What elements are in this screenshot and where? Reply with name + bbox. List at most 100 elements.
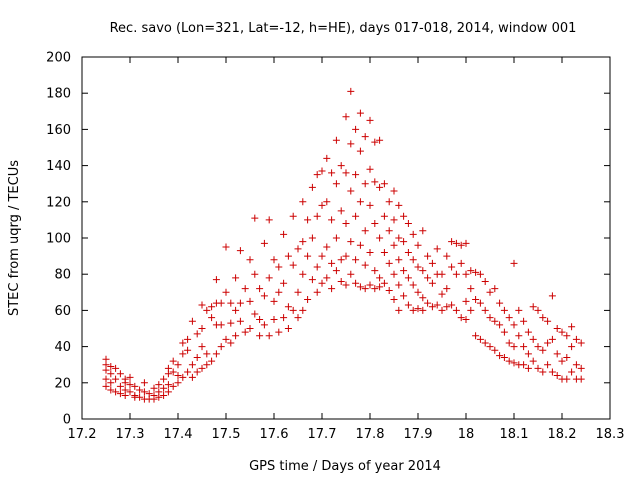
- data-point-marker: [371, 138, 379, 146]
- data-point-marker: [505, 339, 513, 347]
- data-point-marker: [116, 370, 124, 378]
- data-point-marker: [452, 270, 460, 278]
- data-point-marker: [366, 281, 374, 289]
- data-point-marker: [400, 212, 408, 220]
- data-point-marker: [385, 227, 393, 235]
- data-point-marker: [236, 247, 244, 255]
- data-point-marker: [452, 239, 460, 247]
- data-point-marker: [102, 375, 110, 383]
- data-point-marker: [222, 243, 230, 251]
- data-point-marker: [361, 227, 369, 235]
- data-point-marker: [164, 370, 172, 378]
- data-point-marker: [222, 288, 230, 296]
- data-point-marker: [112, 364, 120, 372]
- y-tick-label: 160: [46, 123, 71, 138]
- x-tick-label: 18: [458, 427, 475, 442]
- data-point-marker: [332, 136, 340, 144]
- data-point-marker: [563, 375, 571, 383]
- data-point-marker: [419, 227, 427, 235]
- data-point-marker: [328, 216, 336, 224]
- data-point-marker: [126, 373, 134, 381]
- data-point-marker: [414, 288, 422, 296]
- data-point-marker: [467, 267, 475, 275]
- data-point-marker: [524, 350, 532, 358]
- data-point-marker: [174, 379, 182, 387]
- data-point-marker: [553, 372, 561, 380]
- data-point-marker: [395, 281, 403, 289]
- data-point-marker: [390, 270, 398, 278]
- data-point-marker: [568, 343, 576, 351]
- data-point-marker: [299, 198, 307, 206]
- data-point-marker: [342, 281, 350, 289]
- axis-ticks: 17.2 17.3 17.4 17.5 17.6 17.7 17.8 17.9 18 18.1 18…: [46, 51, 624, 443]
- data-point-marker: [323, 198, 331, 206]
- data-point-marker: [121, 391, 129, 399]
- data-point-marker: [265, 332, 273, 340]
- data-point-marker: [361, 133, 369, 141]
- data-point-marker: [414, 305, 422, 313]
- data-point-marker: [280, 314, 288, 322]
- data-point-marker: [150, 384, 158, 392]
- data-point-marker: [193, 368, 201, 376]
- data-point-marker: [409, 281, 417, 289]
- data-point-marker: [313, 263, 321, 271]
- data-point-marker: [188, 317, 196, 325]
- data-point-marker: [524, 364, 532, 372]
- data-point-marker: [155, 381, 163, 389]
- data-point-marker: [275, 328, 283, 336]
- data-point-marker: [299, 306, 307, 314]
- y-tick-label: 200: [46, 51, 71, 66]
- data-point-marker: [304, 296, 312, 304]
- data-point-marker: [390, 241, 398, 249]
- data-point-marker: [491, 346, 499, 354]
- data-point-marker: [140, 379, 148, 387]
- data-point-marker: [270, 297, 278, 305]
- data-point-marker: [390, 296, 398, 304]
- data-point-marker: [472, 296, 480, 304]
- data-point-marker: [510, 259, 518, 267]
- data-point-marker: [275, 288, 283, 296]
- data-point-marker: [366, 201, 374, 209]
- data-point-marker: [534, 306, 542, 314]
- data-point-marker: [164, 388, 172, 396]
- x-tick-label: 17.3: [116, 427, 145, 442]
- data-point-marker: [160, 391, 168, 399]
- data-point-marker: [553, 350, 561, 358]
- data-point-marker: [352, 212, 360, 220]
- data-point-marker: [472, 268, 480, 276]
- data-point-marker: [433, 301, 441, 309]
- data-point-marker: [414, 241, 422, 249]
- data-point-marker: [246, 256, 254, 264]
- data-point-marker: [198, 301, 206, 309]
- x-tick-label: 18.1: [500, 427, 529, 442]
- data-point-marker: [232, 332, 240, 340]
- data-point-marker: [265, 274, 273, 282]
- data-point-marker: [356, 147, 364, 155]
- data-point-marker: [241, 285, 249, 293]
- data-point-marker: [217, 321, 225, 329]
- data-point-marker: [164, 381, 172, 389]
- data-point-marker: [107, 386, 115, 394]
- data-point-marker: [404, 274, 412, 282]
- data-point-marker: [529, 357, 537, 365]
- data-point-marker: [260, 239, 268, 247]
- data-point-marker: [347, 87, 355, 95]
- y-tick-label: 80: [54, 268, 71, 283]
- data-point-marker: [400, 292, 408, 300]
- data-point-marker: [227, 339, 235, 347]
- data-point-marker: [256, 285, 264, 293]
- data-point-marker: [548, 368, 556, 376]
- data-point-marker: [572, 361, 580, 369]
- data-point-marker: [131, 382, 139, 390]
- data-point-marker: [251, 310, 259, 318]
- data-point-marker: [304, 216, 312, 224]
- data-point-marker: [448, 301, 456, 309]
- data-point-marker: [409, 256, 417, 264]
- data-point-marker: [520, 317, 528, 325]
- data-point-marker: [102, 366, 110, 374]
- x-tick-label: 17.8: [356, 427, 385, 442]
- data-point-marker: [342, 252, 350, 260]
- data-point-marker: [116, 390, 124, 398]
- data-point-marker: [376, 274, 384, 282]
- data-point-marker: [208, 303, 216, 311]
